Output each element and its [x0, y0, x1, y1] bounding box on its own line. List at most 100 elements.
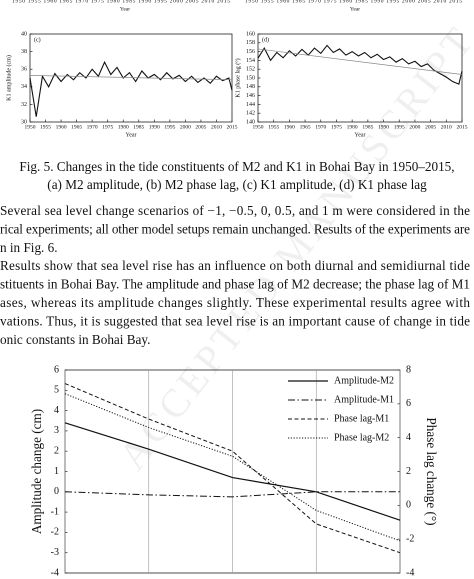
legend-label: Amplitude-M2 — [334, 375, 394, 386]
legend-label: Phase lag-M2 — [334, 432, 389, 443]
y-tick-label: 156 — [246, 49, 255, 55]
x-tick-label: 1950 — [25, 124, 36, 130]
y-tick-label: 2 — [54, 445, 59, 456]
x-axis-label: Year — [354, 132, 365, 138]
body-text-line: n in Fig. 6. — [0, 240, 58, 255]
x-axis-label: Year — [125, 132, 136, 138]
x-tick-label: 1975 — [102, 124, 113, 130]
x-tick-label: 1965 — [71, 124, 82, 130]
panel-label: (d) — [262, 36, 269, 43]
y-axis-label: K1 amplitude (cm) — [5, 55, 12, 101]
x-tick-label: 1975 — [331, 124, 342, 130]
y-axis-label: Amplitude change (cm) — [29, 409, 44, 534]
x-tick-label: 2005 — [195, 124, 206, 130]
x-tick-label: 1980 — [118, 124, 129, 130]
y-tick-label: 158 — [246, 40, 255, 46]
body-text-line: ases, whereas its amplitude changes slig… — [0, 295, 470, 310]
series-line — [64, 491, 400, 498]
y-tick-label: 140 — [246, 119, 255, 125]
x-tick-label: 1990 — [378, 124, 389, 130]
x-tick-label: 1995 — [164, 124, 175, 130]
panel-label: (c) — [34, 36, 41, 43]
y-tick-label: 1 — [54, 466, 59, 477]
x-tick-label: 1990 — [149, 124, 160, 130]
y-tick-label: 148 — [246, 84, 255, 90]
cropped-tick-labels: 1950 1955 1960 1965 1970 1975 1980 1985 … — [12, 0, 230, 4]
y-tick-label: -3 — [51, 547, 59, 558]
series-line — [257, 48, 463, 75]
series-line — [29, 75, 233, 81]
y-tick-label: 146 — [246, 93, 255, 99]
legend-label: Amplitude-M1 — [334, 394, 394, 405]
x-tick-label: 1970 — [87, 124, 98, 130]
y-axis-label: K1 phase lag (°) — [234, 58, 241, 97]
x-tick-label: 1980 — [347, 124, 358, 130]
watermark: ACCEPTED MANUSCRIPT — [109, 17, 474, 479]
series-line — [64, 393, 401, 542]
body-text-line: vations. Thus, it is suggested that sea … — [0, 313, 470, 328]
body-text-line: onic constants in Bohai Bay. — [0, 332, 150, 347]
x-tick-label: 2000 — [180, 124, 191, 130]
y-tick-label: 150 — [246, 75, 255, 81]
legend-label: Phase lag-M1 — [334, 413, 389, 424]
y-tick-label: -1 — [51, 506, 59, 517]
cropped-axis-label: Year — [120, 6, 130, 12]
y-tick-label: 4 — [54, 405, 59, 416]
y-tick-label: -4 — [51, 567, 59, 578]
y-tick-label: 40 — [21, 31, 27, 37]
x-tick-label: 1985 — [133, 124, 144, 130]
x-tick-label: 1965 — [300, 124, 311, 130]
y-tick-label: 5 — [54, 385, 59, 396]
y2-tick-label: 2 — [406, 466, 411, 477]
x-tick-label: 2010 — [441, 124, 452, 130]
y2-tick-label: -4 — [406, 567, 414, 578]
y-tick-label: -2 — [51, 527, 59, 538]
cropped-axis-label: Year — [350, 6, 360, 12]
y-tick-label: 38 — [21, 49, 27, 55]
y2-tick-label: 8 — [406, 364, 411, 375]
y-tick-label: 36 — [21, 67, 27, 73]
x-tick-label: 1985 — [362, 124, 373, 130]
y-tick-label: 3 — [54, 425, 59, 436]
y-tick-label: 0 — [54, 486, 59, 497]
figure-caption: (a) M2 amplitude, (b) M2 phase lag, (c) … — [47, 177, 427, 192]
x-tick-label: 1960 — [284, 124, 295, 130]
y-tick-label: 154 — [246, 58, 255, 64]
x-tick-label: 1960 — [56, 124, 67, 130]
y-tick-label: 144 — [246, 102, 255, 108]
x-tick-label: 2005 — [425, 124, 436, 130]
y-tick-label: 160 — [246, 31, 255, 37]
y-tick-label: 30 — [21, 119, 27, 125]
y2-tick-label: 0 — [406, 500, 411, 511]
y-tick-label: 6 — [54, 364, 59, 375]
y-tick-label: 142 — [246, 111, 255, 117]
x-tick-label: 1970 — [315, 124, 326, 130]
y2-tick-label: 4 — [406, 432, 411, 443]
x-tick-label: 1950 — [253, 124, 264, 130]
x-tick-label: 2015 — [457, 124, 468, 130]
y2-axis-label: Phase lag change (°) — [424, 417, 439, 525]
series-line — [29, 60, 233, 117]
body-text-line: Several sea level change scenarios of −1… — [0, 203, 470, 218]
x-tick-label: 2015 — [227, 124, 238, 130]
series-line — [64, 383, 401, 554]
x-tick-label: 2000 — [409, 124, 420, 130]
body-text-line: stituents in Bohai Bay. The amplitude an… — [0, 277, 470, 292]
y-tick-label: 152 — [246, 67, 255, 73]
body-text-line: Results show that sea level rise has an … — [0, 258, 470, 273]
y-tick-label: 32 — [21, 102, 27, 108]
cropped-tick-labels: 1950 1955 1960 1965 1970 1975 1980 1985 … — [245, 0, 462, 4]
body-text-line: rical experiments; all other model setup… — [0, 221, 470, 236]
x-tick-label: 1955 — [40, 124, 51, 130]
y2-tick-label: -2 — [406, 533, 414, 544]
y2-tick-label: 6 — [406, 398, 411, 409]
x-tick-label: 1995 — [394, 124, 405, 130]
figure-caption: Fig. 5. Changes in the tide constituents… — [19, 159, 454, 174]
y-tick-label: 34 — [21, 84, 27, 90]
plot-frame — [29, 33, 233, 123]
x-tick-label: 2010 — [211, 124, 222, 130]
x-tick-label: 1955 — [268, 124, 279, 130]
series-line — [64, 422, 401, 521]
